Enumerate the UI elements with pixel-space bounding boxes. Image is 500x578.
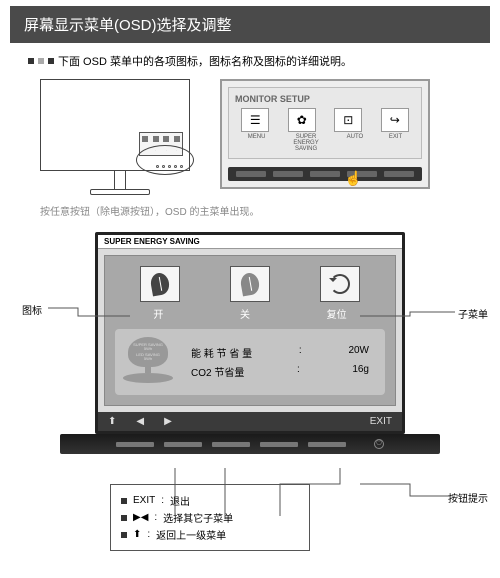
energy-icon[interactable]: ✿ <box>288 108 316 132</box>
power-button[interactable]: ⏻ <box>374 439 384 449</box>
nav-back[interactable]: ⬆ <box>108 416 116 427</box>
bullet-icon <box>38 58 44 64</box>
hw-button[interactable] <box>116 442 154 447</box>
monitor-bezel: ···· <box>40 79 190 171</box>
top-illustration-row: ···· MONITOR SETUP ☰ ✿ ⊡ ↪ MENU <box>0 69 500 199</box>
tree-icon: SUPER SAVING5Wh LED SAVING5Wh <box>123 337 173 387</box>
legend-row: EXIT: 退出 <box>121 493 299 508</box>
setup-hardware-bar: ☝ <box>228 167 422 181</box>
hw-button[interactable] <box>164 442 202 447</box>
caption-text: 按任意按钮（除电源按钮），OSD 的主菜单出现。 <box>0 199 500 232</box>
nav-right[interactable]: ▶ <box>164 416 172 427</box>
page-header: 屏幕显示菜单(OSD)选择及调整 <box>10 6 490 43</box>
bullet-icon <box>48 58 54 64</box>
setup-label: AUTO <box>347 134 364 152</box>
savings-row: 能 耗 节 省 量 : 20W <box>183 343 377 362</box>
auto-icon[interactable]: ⊡ <box>334 108 362 132</box>
monitor-setup-panel: MONITOR SETUP ☰ ✿ ⊡ ↪ MENU SUPER ENERGY … <box>220 79 470 189</box>
hw-button[interactable] <box>384 171 414 177</box>
ses-off-icon[interactable] <box>230 266 270 302</box>
savings-row: CO2 节省量 : 16g <box>183 362 377 381</box>
setup-label: SUPER ENERGY SAVING <box>291 134 321 152</box>
ses-on-icon[interactable] <box>140 266 180 302</box>
legend-row: ⬆: 返回上一级菜单 <box>121 527 299 542</box>
icon-label: 开 <box>153 306 163 321</box>
nav-exit[interactable]: EXIT <box>370 416 392 427</box>
menu-icon[interactable]: ☰ <box>241 108 269 132</box>
monitor-stand <box>114 171 126 189</box>
hw-button[interactable] <box>273 171 303 177</box>
monitor-base <box>90 189 150 195</box>
bullet-icon <box>121 498 127 504</box>
hand-pointer-icon: ☝ <box>345 170 362 187</box>
ses-reset-icon[interactable] <box>320 266 360 302</box>
hw-button[interactable] <box>260 442 298 447</box>
bullet-icon <box>121 532 127 538</box>
zoom-circle <box>136 145 194 175</box>
ses-icon-row <box>115 266 385 302</box>
hardware-button-bar: ⏻ <box>60 434 440 454</box>
savings-box: SUPER SAVING5Wh LED SAVING5Wh 能 耗 节 省 量 … <box>115 329 385 395</box>
exit-icon[interactable]: ↪ <box>381 108 409 132</box>
intro-text: 下面 OSD 菜单中的各项图标，图标名称及图标的详细说明。 <box>58 53 352 69</box>
hw-button[interactable] <box>236 171 266 177</box>
icon-label: 关 <box>240 306 250 321</box>
monitor-illustration: ···· <box>40 79 200 195</box>
setup-label: MENU <box>248 134 266 152</box>
intro-line: 下面 OSD 菜单中的各项图标，图标名称及图标的详细说明。 <box>0 53 500 69</box>
nav-left[interactable]: ◀ <box>136 416 144 427</box>
ses-panel: SUPER ENERGY SAVING 开 关 复位 SUPER SAVING5… <box>95 232 405 434</box>
label-button-hint: 按钮提示 <box>448 490 488 505</box>
hw-button[interactable] <box>308 442 346 447</box>
bullet-icon <box>28 58 34 64</box>
legend-box: EXIT: 退出 ▶◀: 选择其它子菜单 ⬆: 返回上一级菜单 <box>110 484 310 551</box>
osd-nav-bar: ⬆ ◀ ▶ EXIT <box>98 412 402 431</box>
hw-button[interactable] <box>310 171 340 177</box>
header-title: 屏幕显示菜单(OSD)选择及调整 <box>24 17 232 34</box>
bullet-icon <box>121 515 127 521</box>
ses-title: SUPER ENERGY SAVING <box>98 235 402 249</box>
main-panel-wrap: SUPER ENERGY SAVING 开 关 复位 SUPER SAVING5… <box>0 232 500 454</box>
icon-label: 复位 <box>327 306 347 321</box>
legend-row: ▶◀: 选择其它子菜单 <box>121 510 299 525</box>
setup-title: MONITOR SETUP <box>235 94 415 104</box>
setup-label: EXIT <box>389 134 402 152</box>
ses-icon-labels: 开 关 复位 <box>115 306 385 321</box>
hw-button[interactable] <box>212 442 250 447</box>
